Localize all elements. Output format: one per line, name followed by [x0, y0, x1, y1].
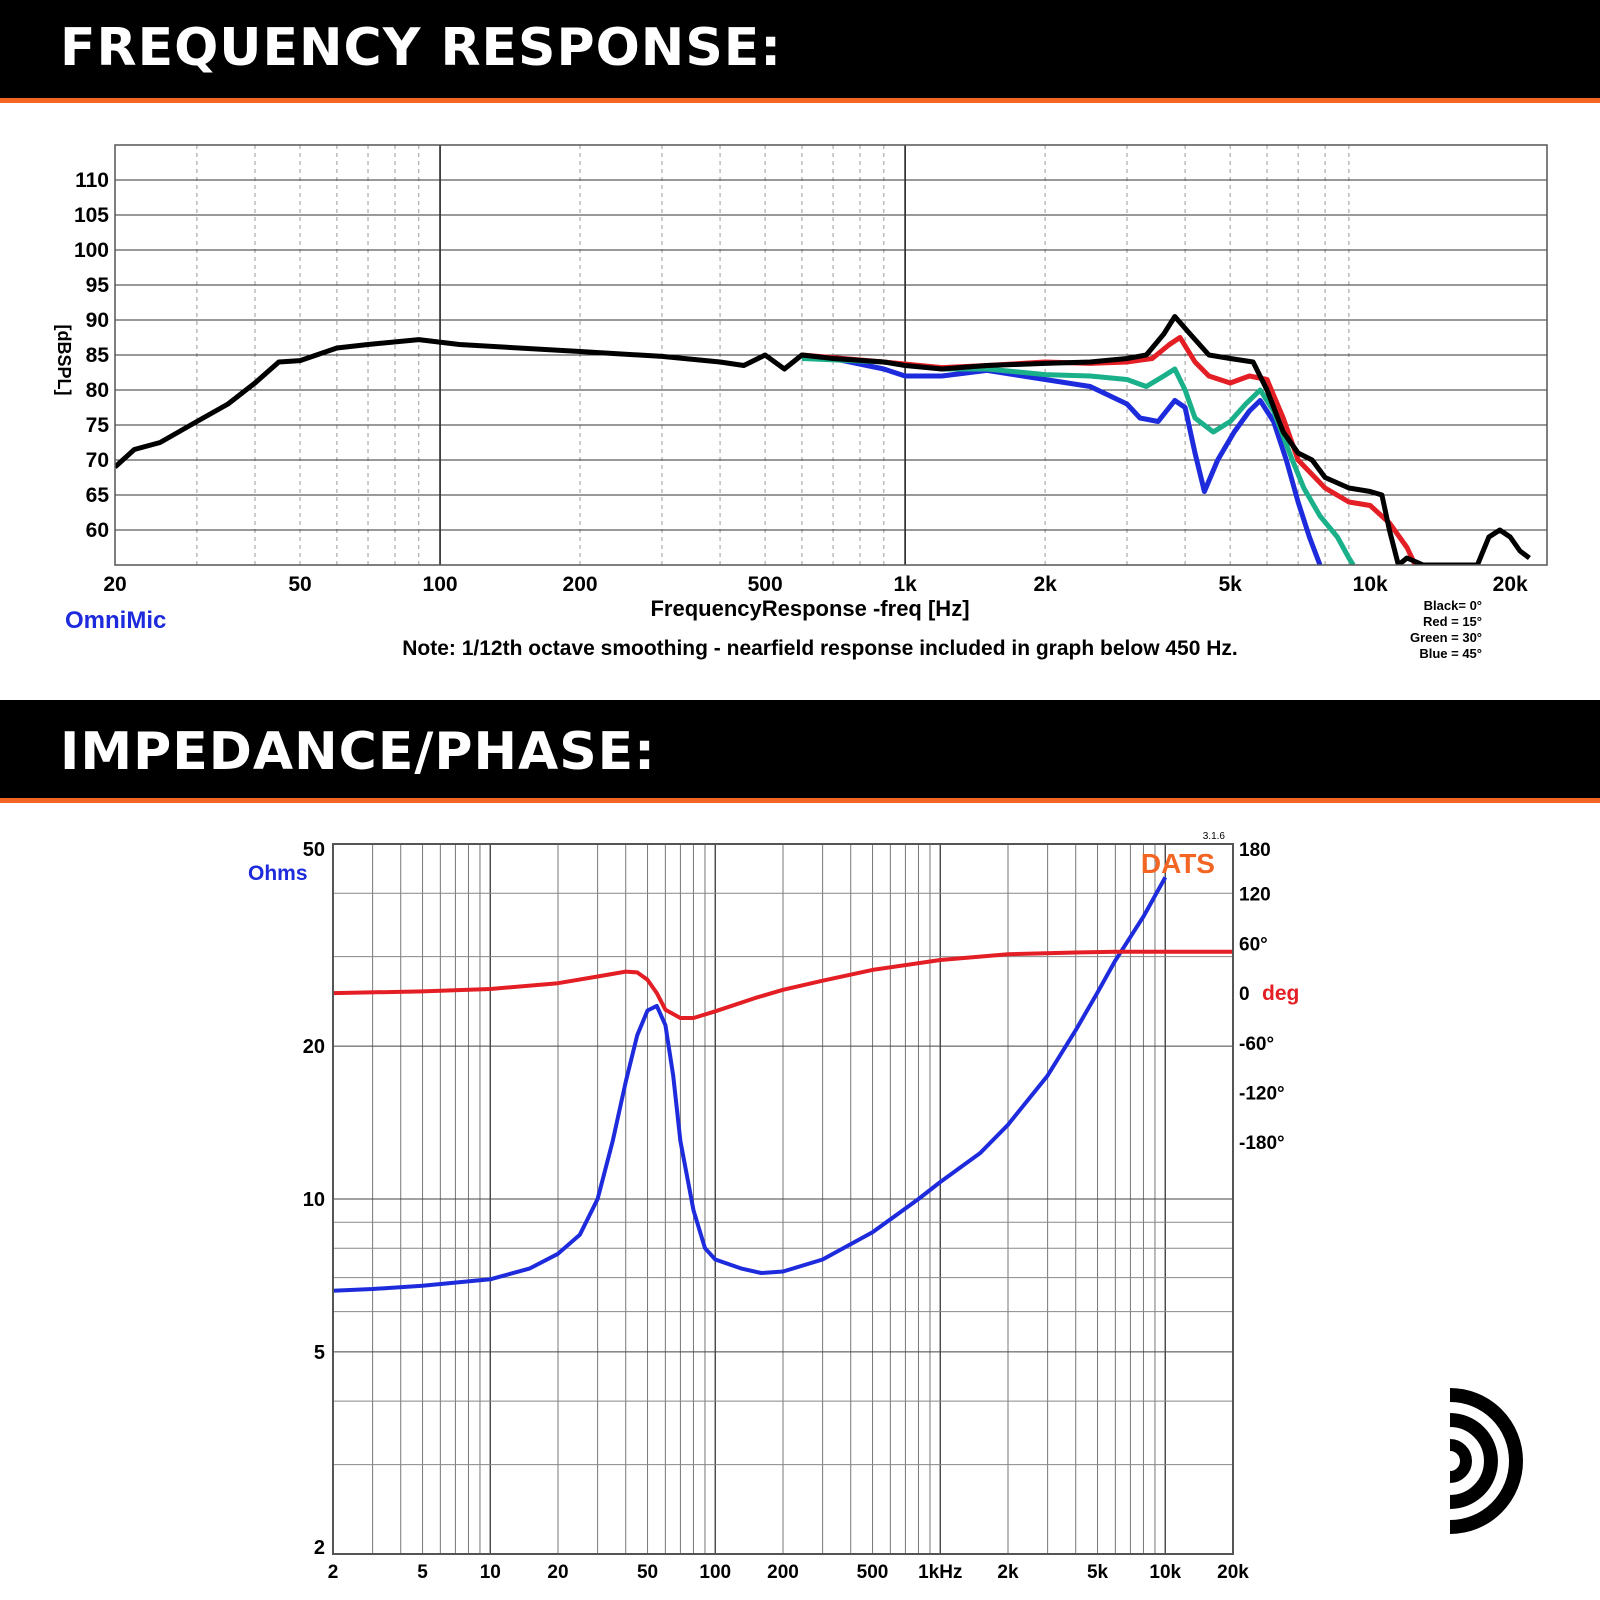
- fr-x-tick-label: 10k: [1353, 573, 1388, 596]
- ip-plot-frame: [332, 843, 1234, 1555]
- impedance-phase-banner: IMPEDANCE/PHASE:: [0, 700, 1600, 803]
- frequency-response-heading: FREQUENCY RESPONSE:: [60, 18, 783, 78]
- ip-series-group: [333, 876, 1233, 1293]
- ip-x-tick-label: 5: [417, 1562, 428, 1583]
- ip-y-tick-label: 10: [303, 1189, 325, 1211]
- ip-x-tick-label: 20k: [1217, 1562, 1249, 1583]
- fr-x-tick-label: 20: [103, 573, 126, 596]
- dats-brand-label: DATS: [1141, 848, 1215, 879]
- fr-y-axis-label: [dBSPL]: [54, 325, 74, 396]
- impedance-phase-chart: 2 5 10 20 50 2 5 10 20 50 100 200 500 1kHz 2k 5k 10k 20k 1…: [248, 831, 1523, 1583]
- fr-y-tick-label: 70: [86, 449, 109, 472]
- fr-y-tick-label: 90: [86, 309, 109, 332]
- fr-x-tick-label: 2k: [1033, 573, 1057, 596]
- deg-axis-label: deg: [1262, 982, 1299, 1005]
- impedance-line: [333, 876, 1168, 1293]
- ohms-axis-label: Ohms: [248, 862, 308, 885]
- ip-tick-labels: 2 5 10 20 50 2 5 10 20 50 100 200 500 1kHz 2k 5k 10k 20k 1…: [303, 839, 1285, 1583]
- fr-x-tick-label: 500: [748, 573, 783, 596]
- frequency-response-banner: FREQUENCY RESPONSE:: [0, 0, 1600, 103]
- fr-tick-labels: 60 65 70 75 80 85 90 95 100 105 110 20 50 100 200 500 1k…: [74, 169, 1528, 596]
- fr-x-tick-label: 200: [563, 573, 598, 596]
- fr-y-tick-label: 75: [86, 414, 110, 437]
- ip-y-tick-label: 50: [303, 839, 325, 861]
- ip-x-tick-label: 100: [699, 1562, 731, 1583]
- ip-x-tick-label: 10: [480, 1562, 501, 1583]
- fr-y-tick-label: 110: [75, 169, 109, 192]
- fr-series-group: [115, 314, 1531, 565]
- ip-x-tick-label: 200: [767, 1562, 799, 1583]
- fr-series-line-green: [801, 356, 1356, 565]
- fr-legend: Black= 0° Red = 15° Green = 30° Blue = 4…: [1410, 598, 1482, 661]
- fr-y-tick-label: 95: [86, 274, 110, 297]
- fr-y-tick-label: 105: [74, 204, 109, 227]
- fr-smoothing-note: Note: 1/12th octave smoothing - nearfiel…: [402, 637, 1238, 660]
- ip-y2-tick-label: 60°: [1239, 934, 1268, 955]
- impedance-phase-heading: IMPEDANCE/PHASE:: [60, 722, 656, 782]
- ip-x-tick-label: 50: [637, 1562, 658, 1583]
- audio-waves-logo-icon: [1449, 1388, 1523, 1534]
- ip-x-tick-label: 20: [547, 1562, 568, 1583]
- fr-plot-frame: [114, 144, 1548, 566]
- legend-entry-red: Red = 15°: [1423, 614, 1482, 629]
- omnimic-brand-label: OmniMic: [65, 607, 166, 634]
- legend-entry-black: Black= 0°: [1424, 598, 1482, 613]
- ip-grid: [333, 844, 1233, 1554]
- ip-x-tick-label: 1kHz: [918, 1562, 962, 1583]
- ip-y-tick-label: 2: [314, 1537, 325, 1559]
- ip-y-tick-label: 20: [303, 1036, 325, 1058]
- phase-line: [333, 949, 1233, 1020]
- fr-x-tick-label: 20k: [1493, 573, 1528, 596]
- ip-y2-tick-label: -180°: [1239, 1133, 1285, 1154]
- fr-x-tick-label: 50: [288, 573, 311, 596]
- fr-series-line-black: [115, 314, 1531, 565]
- fr-x-tick-label: 100: [423, 573, 458, 596]
- ip-y2-tick-label: 120: [1239, 885, 1271, 906]
- fr-series-line-blue: [832, 356, 1323, 565]
- ip-y2-tick-label: 0: [1239, 984, 1250, 1005]
- ip-y2-tick-label: 180: [1239, 840, 1271, 861]
- ip-x-tick-label: 500: [857, 1562, 889, 1583]
- frequency-response-chart: 60 65 70 75 80 85 90 95 100 105 110 20 50 100 200 500 1k…: [54, 144, 1548, 661]
- ip-y-tick-label: 5: [314, 1342, 325, 1364]
- fr-y-tick-label: 100: [74, 239, 109, 262]
- fr-y-tick-label: 60: [86, 519, 109, 542]
- fr-x-tick-label: 1k: [893, 573, 917, 596]
- fr-y-tick-label: 85: [86, 344, 110, 367]
- ip-x-tick-label: 10k: [1149, 1562, 1181, 1583]
- ip-y2-tick-label: -120°: [1239, 1084, 1285, 1105]
- fr-x-tick-label: 5k: [1219, 573, 1243, 596]
- ip-x-tick-label: 2: [328, 1562, 339, 1583]
- fr-y-tick-label: 80: [86, 379, 109, 402]
- dats-version-label: 3.1.6: [1203, 831, 1226, 842]
- fr-y-tick-label: 65: [86, 484, 110, 507]
- ip-x-tick-label: 5k: [1087, 1562, 1109, 1583]
- fr-x-axis-label: FrequencyResponse -freq [Hz]: [650, 596, 969, 621]
- legend-entry-green: Green = 30°: [1410, 630, 1482, 645]
- legend-entry-blue: Blue = 45°: [1419, 646, 1482, 661]
- ip-y2-tick-label: -60°: [1239, 1034, 1274, 1055]
- ip-x-tick-label: 2k: [997, 1562, 1019, 1583]
